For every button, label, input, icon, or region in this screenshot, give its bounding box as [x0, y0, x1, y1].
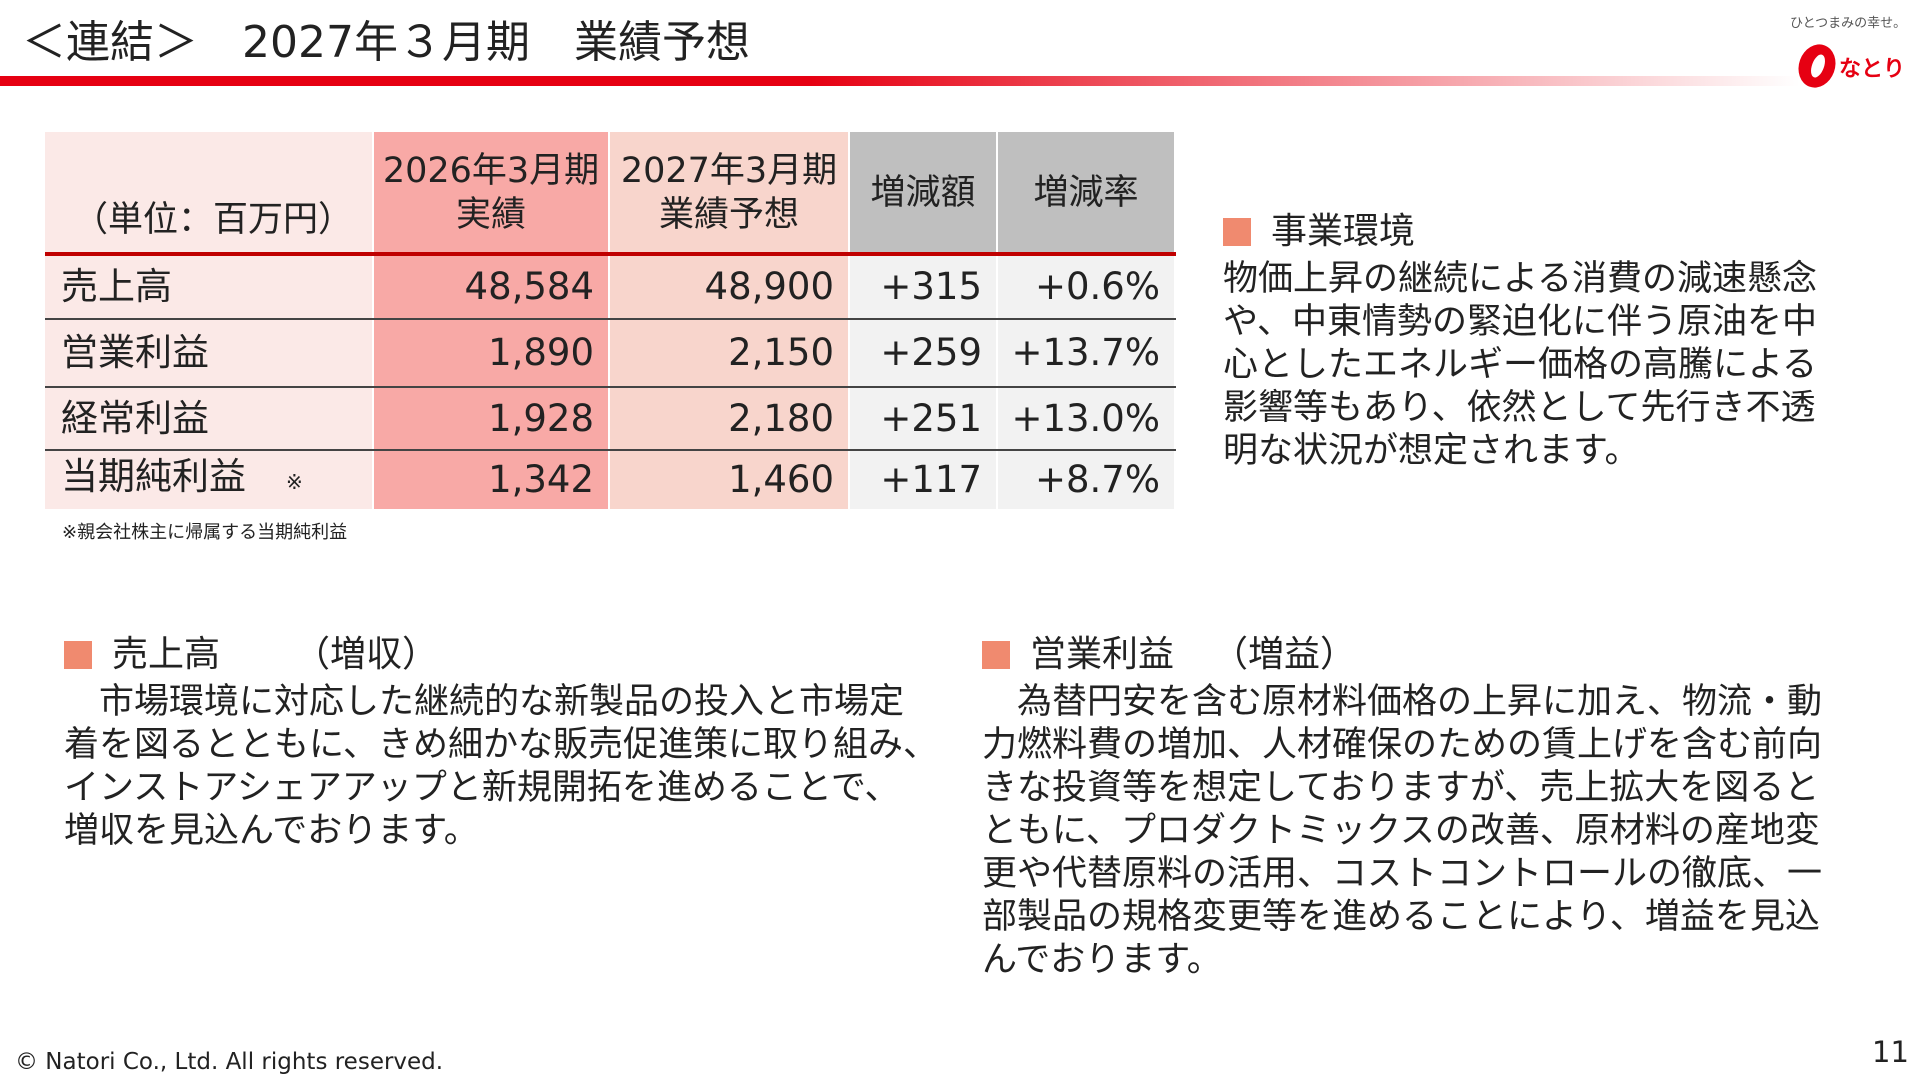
value-text: 1,460 — [728, 457, 834, 501]
column-header-line: 2027年3月期 — [620, 151, 838, 191]
column-header-line: 業績予想 — [658, 195, 799, 235]
column-header-line: 増減額 — [870, 173, 976, 213]
table-value: 48,900 — [610, 254, 848, 319]
paragraph-line: 明な状況が想定されます。 — [1223, 431, 1640, 471]
table-value: +315 — [850, 254, 996, 319]
column-header: 増減率 — [998, 132, 1174, 254]
section-heading: 事業環境 — [1271, 211, 1416, 252]
title: ＜連結＞ 2027年３月期 業績予想 — [22, 17, 750, 68]
copyright: © Natori Co., Ltd. All rights reserved. — [15, 1049, 444, 1075]
row-label: 営業利益 — [45, 319, 372, 387]
logo-text: なとり — [1839, 57, 1905, 82]
section-tag: （増収） — [294, 634, 439, 675]
column-header: 増減額 — [850, 132, 996, 254]
value-text: +13.7% — [1011, 331, 1160, 374]
value-text: +117 — [880, 457, 982, 501]
row-separator — [45, 318, 1176, 320]
value-text: +251 — [880, 396, 982, 440]
paragraph-line: 着を図るとともに、きめ細かな販売促進策に取り組み、 — [64, 725, 938, 765]
paragraph-line: 市場環境に対応した継続的な新製品の投入と市場定 — [99, 682, 905, 722]
paragraph-line: 物価上昇の継続による消費の減速懸念 — [1223, 259, 1817, 299]
unit-cell: （単位：百万円） — [45, 132, 372, 254]
value-text: +0.6% — [1034, 264, 1160, 308]
paragraph-line: 部製品の規格変更等を進めることにより、増益を見込 — [982, 897, 1820, 937]
title-bar — [0, 76, 1800, 86]
row-separator — [45, 449, 1176, 451]
section-tag: （増益） — [1212, 634, 1357, 675]
logo: なとり — [1798, 44, 1905, 88]
table-value: 1,460 — [610, 450, 848, 509]
paragraph-line: 更や代替原料の活用、コストコントロールの徹底、一 — [982, 854, 1823, 894]
row-label-text: 売上高 — [61, 264, 172, 308]
table-value: +13.7% — [998, 319, 1174, 387]
paragraph-line: んでおります。 — [982, 940, 1222, 980]
value-text: 2,150 — [728, 331, 834, 374]
row-label: 当期純利益 ※ — [45, 450, 372, 509]
column-header-line: 増減率 — [1033, 173, 1139, 213]
paragraph-line: 増収を見込んでおります。 — [64, 811, 479, 851]
row-label-text: 経常利益 — [61, 397, 372, 441]
section-heading: 売上高 — [112, 634, 221, 675]
header-rule — [45, 252, 1176, 256]
column-header: 2027年3月期 業績予想 — [610, 132, 848, 254]
value-text: +13.0% — [1011, 396, 1160, 440]
value-text: +315 — [880, 264, 982, 308]
row-label: 経常利益 — [45, 387, 372, 450]
table-value: 2,150 — [610, 319, 848, 387]
value-text: 1,890 — [488, 331, 594, 374]
table-value: +0.6% — [998, 254, 1174, 319]
table-value: 1,890 — [374, 319, 608, 387]
row-label: 売上高 — [45, 254, 372, 319]
heading-marker — [1223, 218, 1251, 246]
row-label-text: 当期純利益 ※ — [61, 455, 372, 504]
table-value: 2,180 — [610, 387, 848, 450]
table-value: 1,342 — [374, 450, 608, 509]
column-header-line: 実績 — [455, 195, 526, 235]
paragraph-line: や、中東情勢の緊迫化に伴う原油を中 — [1223, 302, 1817, 342]
table-value: +8.7% — [998, 450, 1174, 509]
paragraph-line: インストアシェアアップと新規開拓を進めることで、 — [64, 768, 900, 808]
value-text: 48,900 — [704, 264, 834, 308]
value-text: +259 — [880, 331, 982, 374]
table-value: 1,928 — [374, 387, 608, 450]
paragraph-line: 影響等もあり、依然として先行き不透 — [1223, 388, 1816, 428]
table-value: 48,584 — [374, 254, 608, 319]
row-label-text: 経常利益 — [61, 396, 209, 440]
value-text: 2,180 — [728, 396, 834, 440]
section-heading: 営業利益 — [1030, 634, 1175, 675]
value-text: 1,928 — [488, 396, 594, 440]
column-header: 2026年3月期 実績 — [374, 132, 608, 254]
row-label-text: 営業利益 — [61, 331, 209, 374]
column-header-line: 2026年3月期 — [382, 151, 600, 191]
paragraph-line: 心としたエネルギー価格の高騰による — [1223, 345, 1817, 385]
value-text: 1,342 — [488, 457, 594, 501]
heading-marker — [64, 641, 92, 669]
value-text: 48,584 — [464, 264, 594, 308]
table-value: +117 — [850, 450, 996, 509]
page-number: 11 — [1872, 1035, 1909, 1069]
paragraph-line: 為替円安を含む原材料価格の上昇に加え、物流・動 — [1017, 682, 1823, 722]
heading-marker — [982, 641, 1010, 669]
row-label-text: 売上高 — [61, 265, 372, 309]
logo-tagline: ひとつまみの幸せ。 — [1790, 16, 1907, 31]
paragraph-line: ともに、プロダクトミックスの改善、原材料の産地変 — [982, 811, 1820, 851]
value-text: +8.7% — [1034, 457, 1160, 501]
paragraph-line: 力燃料費の増加、人材確保のための賃上げを含む前向 — [982, 725, 1823, 765]
row-label-text: 当期純利益 — [61, 455, 246, 498]
note-mark: ※ — [286, 470, 303, 494]
table-value: +259 — [850, 319, 996, 387]
row-label-text: 営業利益 — [61, 331, 372, 375]
unit-label: （単位：百万円） — [73, 200, 354, 240]
table-value: +13.0% — [998, 387, 1174, 450]
footnote: ※親会社株主に帰属する当期純利益 — [62, 522, 348, 543]
row-separator — [45, 386, 1176, 388]
paragraph-line: きな投資等を想定しておりますが、売上拡大を図ると — [982, 768, 1820, 808]
table-value: +251 — [850, 387, 996, 450]
